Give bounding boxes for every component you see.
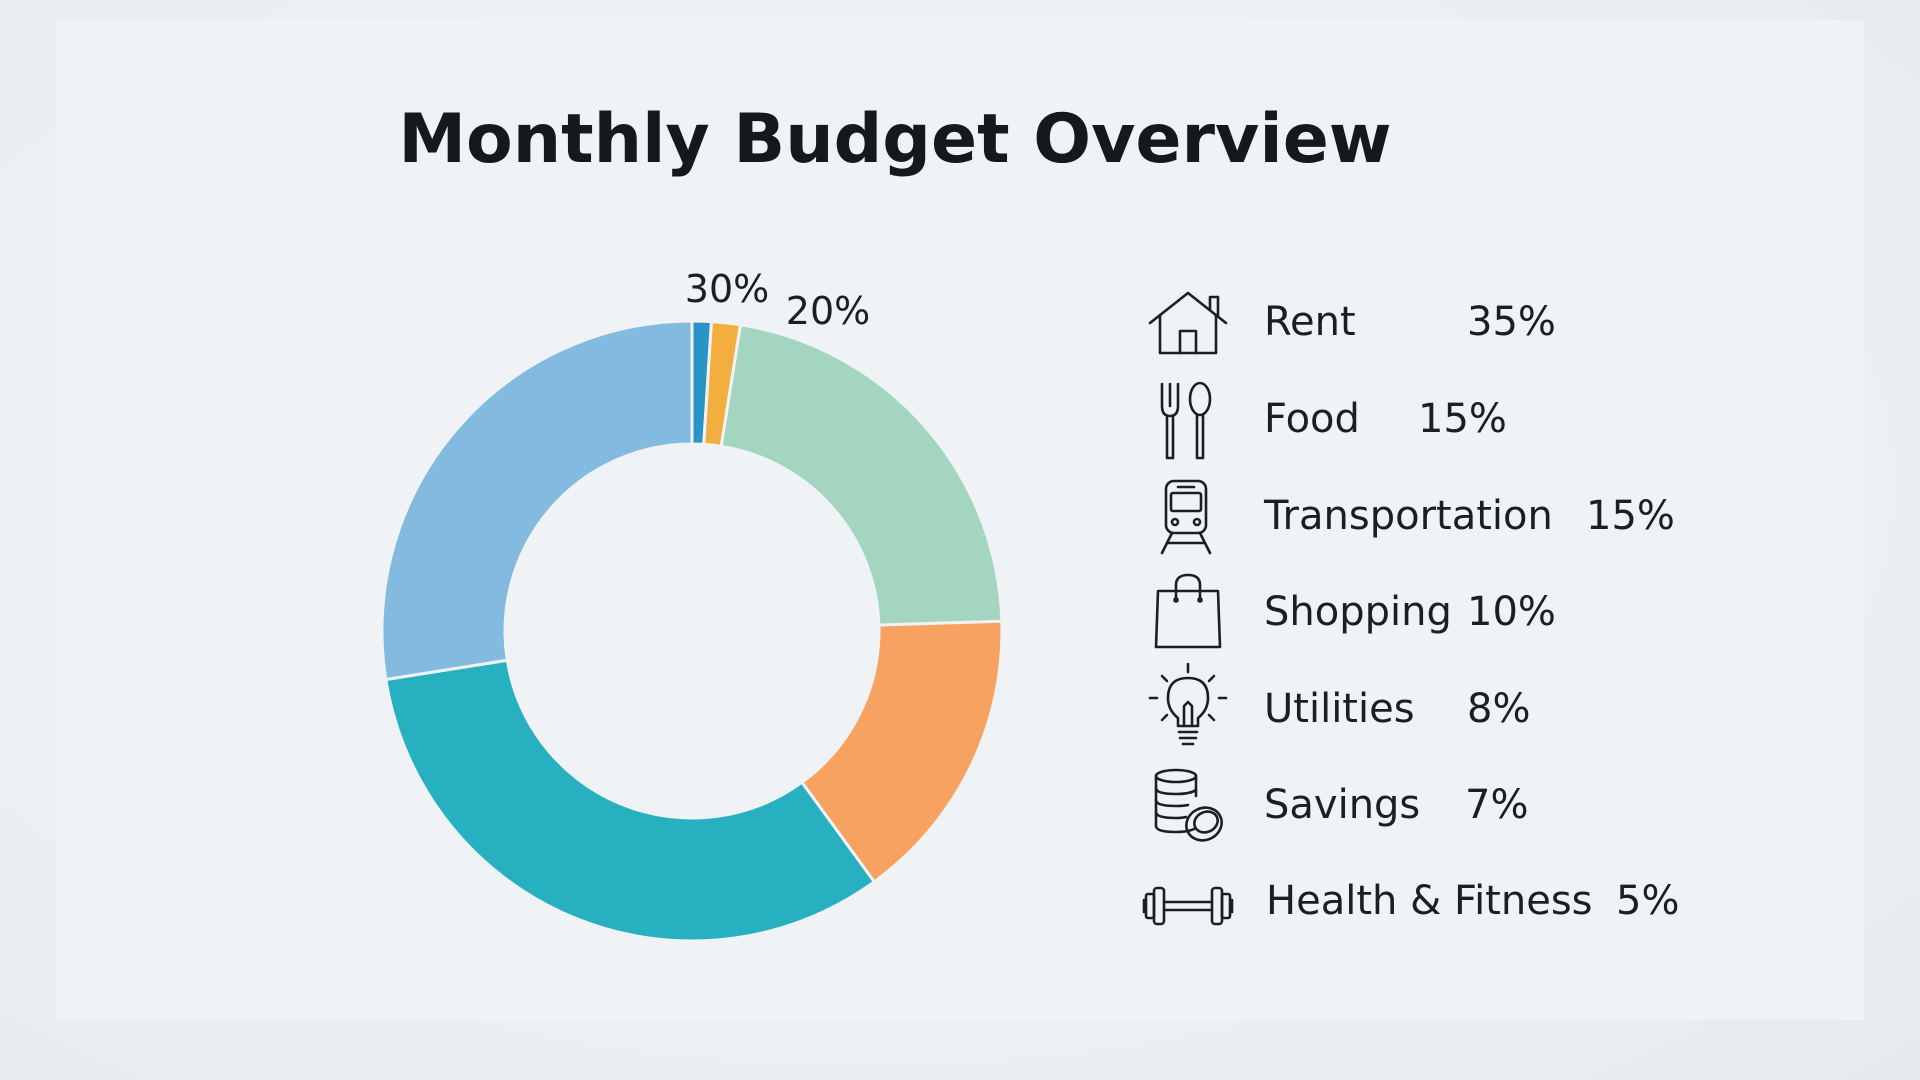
legend-value: 8% bbox=[1467, 686, 1531, 732]
legend-label: Transportation bbox=[1264, 493, 1553, 539]
donut-slices bbox=[380, 319, 1004, 943]
donut-chart: 30% 20% bbox=[380, 267, 1004, 943]
slice-label-2: 20% bbox=[786, 289, 870, 333]
legend-label: Food bbox=[1264, 396, 1360, 442]
legend-value: 7% bbox=[1465, 782, 1529, 828]
legend-value: 35% bbox=[1467, 299, 1556, 345]
legend-label: Health & Fitness bbox=[1266, 878, 1593, 924]
donut-slice-4 bbox=[799, 619, 1004, 884]
slice-label-1: 30% bbox=[685, 267, 769, 311]
legend-label: Utilities bbox=[1264, 686, 1415, 732]
legend-item-shopping: Shopping 10% bbox=[1140, 573, 1860, 655]
legend-item-savings: Savings 7% bbox=[1140, 768, 1860, 848]
donut-slice-6 bbox=[380, 319, 694, 682]
donut-slice-5 bbox=[384, 658, 877, 943]
donut-slice-3 bbox=[719, 323, 1004, 627]
legend-item-utilities: Utilities 8% bbox=[1140, 662, 1860, 752]
legend-item-rent: Rent 35% bbox=[1140, 285, 1860, 365]
legend-label: Shopping bbox=[1264, 589, 1452, 635]
legend: Rent 35% Food 15% Trans bbox=[1140, 0, 1880, 1080]
legend-value: 15% bbox=[1586, 493, 1675, 539]
legend-value: 5% bbox=[1616, 878, 1680, 924]
lightbulb-icon bbox=[1140, 662, 1236, 752]
legend-value: 15% bbox=[1418, 396, 1507, 442]
chart-title: Monthly Budget Overview bbox=[398, 100, 1392, 179]
train-icon bbox=[1140, 479, 1236, 559]
legend-label: Rent bbox=[1264, 299, 1356, 345]
legend-value: 10% bbox=[1467, 589, 1556, 635]
shopping-bag-icon bbox=[1140, 573, 1236, 655]
legend-label: Savings bbox=[1264, 782, 1421, 828]
legend-item-health-fitness: Health & Fitness 5% bbox=[1140, 864, 1860, 944]
dumbbell-icon bbox=[1140, 864, 1236, 944]
coins-icon bbox=[1140, 768, 1236, 848]
fork-spoon-icon bbox=[1140, 381, 1236, 462]
legend-item-food: Food 15% bbox=[1140, 381, 1860, 462]
legend-item-transportation: Transportation 15% bbox=[1140, 479, 1860, 559]
house-icon bbox=[1140, 285, 1236, 365]
